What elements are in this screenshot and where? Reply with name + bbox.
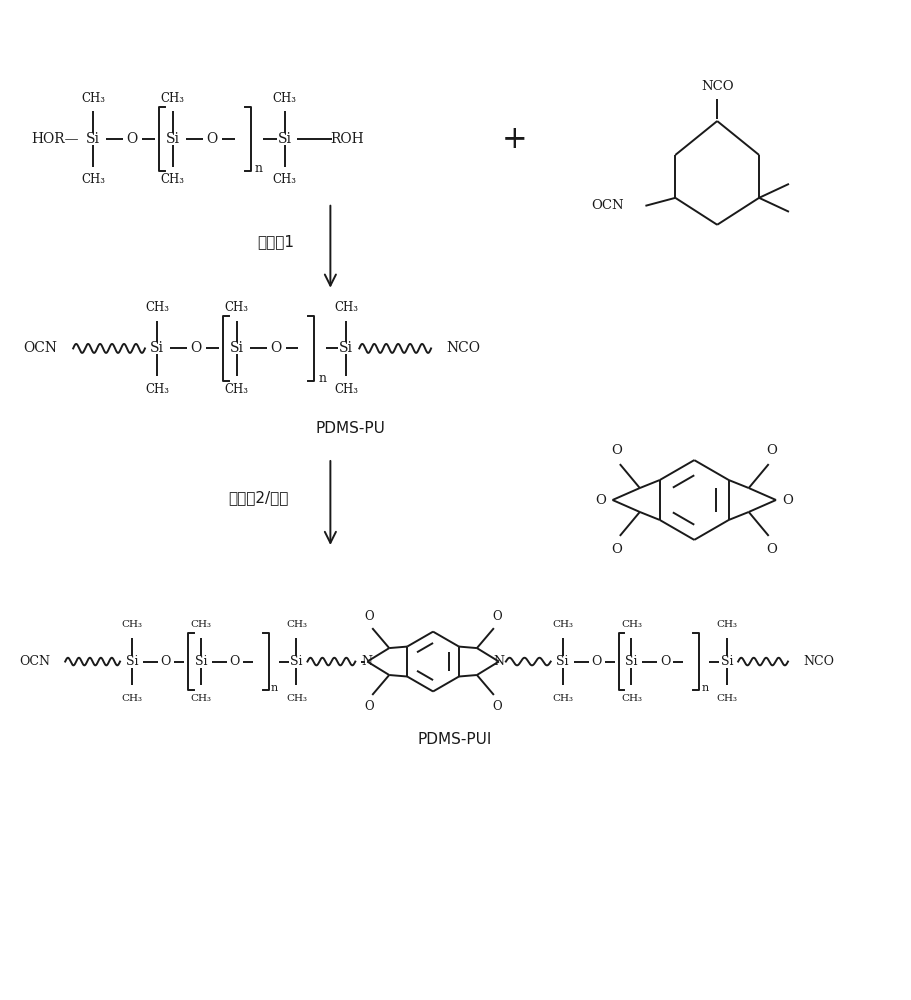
Text: n: n [701,683,709,693]
Text: O: O [766,543,777,556]
Text: N: N [362,655,373,668]
Text: CH₃: CH₃ [717,620,738,629]
Text: CH₃: CH₃ [225,301,249,314]
Text: CH₃: CH₃ [621,620,642,629]
Text: CH₃: CH₃ [286,694,307,703]
Text: 催化剂2/溶剂: 催化剂2/溶剂 [229,491,289,506]
Text: HOR—: HOR— [31,132,78,146]
Text: O: O [492,700,502,713]
Text: O: O [364,610,374,623]
Text: OCN: OCN [24,341,57,355]
Text: O: O [766,444,777,457]
Text: n: n [271,683,278,693]
Text: NCO: NCO [803,655,834,668]
Text: CH₃: CH₃ [121,694,142,703]
Text: NCO: NCO [446,341,480,355]
Text: Si: Si [339,341,353,355]
Text: CH₃: CH₃ [225,383,249,396]
Text: PDMS-PUI: PDMS-PUI [418,732,492,747]
Text: Si: Si [230,341,243,355]
Text: O: O [190,341,201,355]
Text: CH₃: CH₃ [190,694,211,703]
Text: n: n [319,372,326,385]
Text: O: O [160,655,171,668]
Text: Si: Si [291,655,302,668]
Text: CH₃: CH₃ [334,301,358,314]
Text: Si: Si [721,655,733,668]
Text: O: O [492,610,502,623]
Text: CH₃: CH₃ [190,620,211,629]
Text: CH₃: CH₃ [272,173,296,186]
Text: Si: Si [625,655,638,668]
Text: n: n [254,162,262,175]
Text: OCN: OCN [591,199,624,212]
Text: PDMS-PU: PDMS-PU [315,421,385,436]
Text: O: O [364,700,374,713]
Text: O: O [660,655,670,668]
Text: CH₃: CH₃ [121,620,142,629]
Text: NCO: NCO [701,80,733,93]
Text: CH₃: CH₃ [161,92,185,105]
Text: Si: Si [195,655,207,668]
Text: O: O [783,493,793,506]
Text: O: O [611,543,622,556]
Text: CH₃: CH₃ [621,694,642,703]
Text: O: O [591,655,602,668]
Text: CH₃: CH₃ [286,620,307,629]
Text: CH₃: CH₃ [81,92,105,105]
Text: Si: Si [87,132,100,146]
Text: CH₃: CH₃ [272,92,296,105]
Text: ROH: ROH [331,132,364,146]
Text: Si: Si [166,132,179,146]
Text: CH₃: CH₃ [161,173,185,186]
Text: CH₃: CH₃ [717,694,738,703]
Text: Si: Si [150,341,164,355]
Text: CH₃: CH₃ [81,173,105,186]
Text: O: O [270,341,281,355]
Text: O: O [611,444,622,457]
Text: +: + [502,124,527,155]
Text: CH₃: CH₃ [552,620,573,629]
Text: Si: Si [557,655,569,668]
Text: O: O [230,655,240,668]
Text: O: O [206,132,218,146]
Text: O: O [127,132,138,146]
Text: OCN: OCN [19,655,50,668]
Text: CH₃: CH₃ [552,694,573,703]
Text: N: N [494,655,505,668]
Text: CH₃: CH₃ [334,383,358,396]
Text: CH₃: CH₃ [145,383,169,396]
Text: 催化剂1: 催化剂1 [257,234,294,249]
Text: Si: Si [278,132,292,146]
Text: O: O [595,493,606,506]
Text: Si: Si [126,655,138,668]
Text: CH₃: CH₃ [145,301,169,314]
